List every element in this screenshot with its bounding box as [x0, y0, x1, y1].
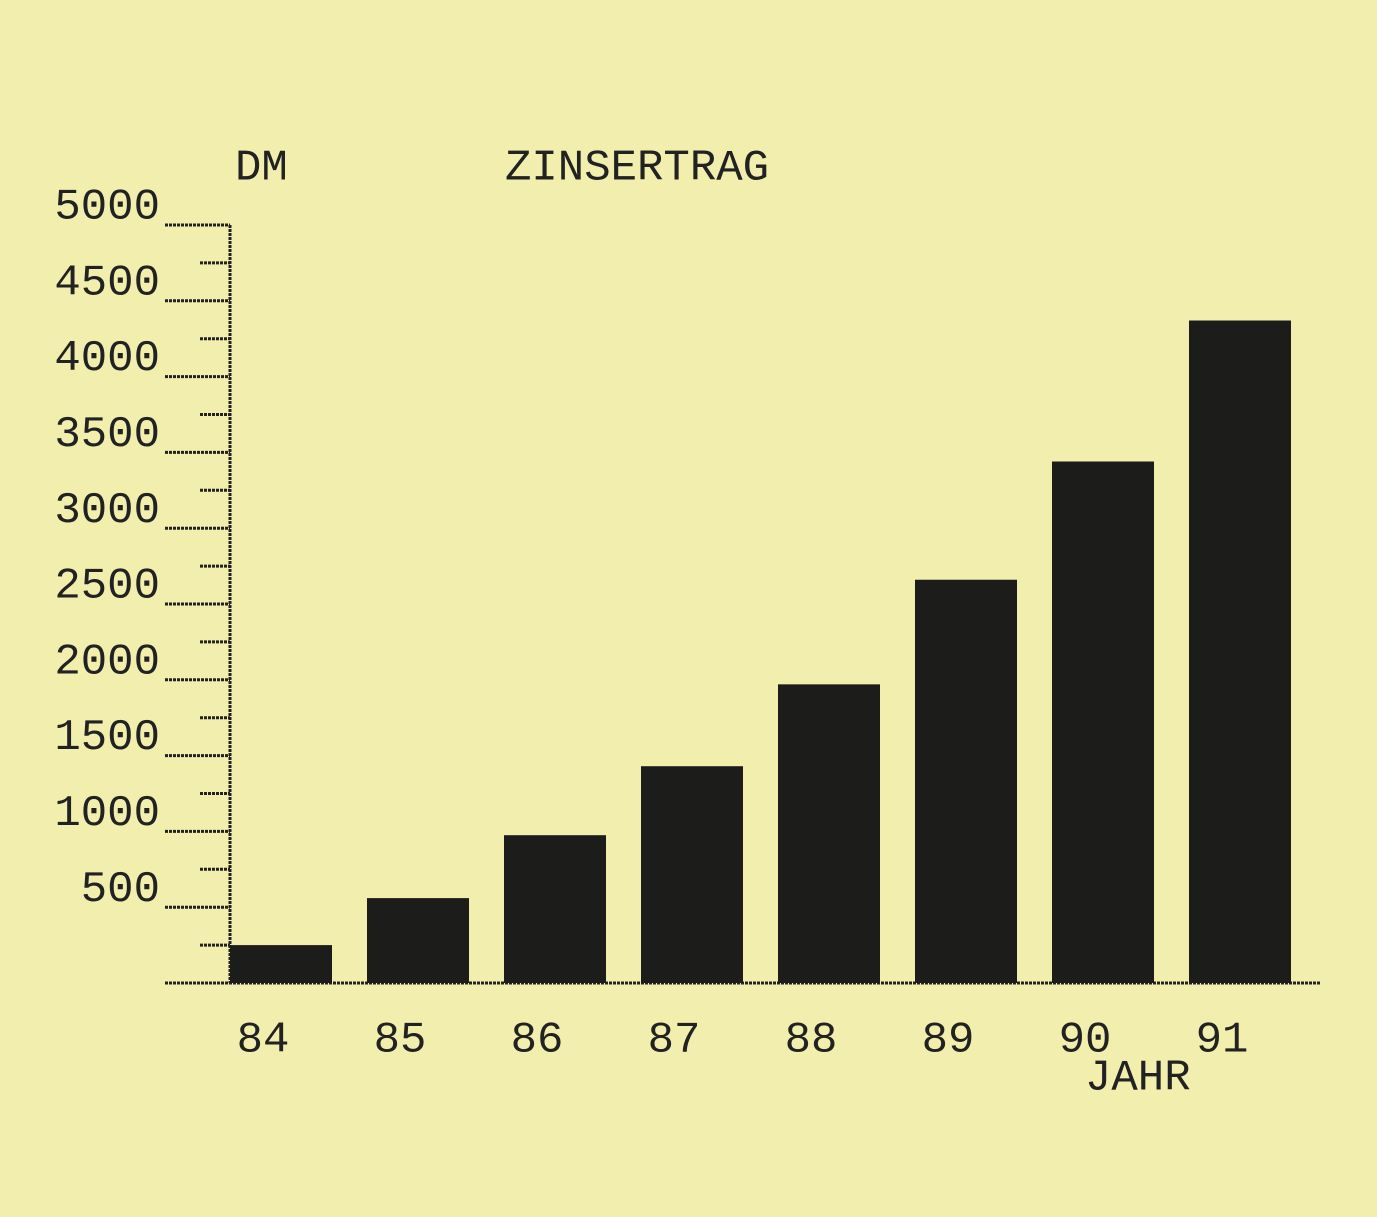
y-tick-label: 2500 — [54, 562, 160, 612]
x-tick-label: 84 — [237, 1016, 290, 1066]
y-tick-label: 1500 — [54, 713, 160, 763]
y-tick-label: 4500 — [54, 258, 160, 308]
x-tick-label: 87 — [648, 1016, 701, 1066]
x-axis-label: JAHR — [1085, 1054, 1191, 1104]
y-axis-label: DM — [235, 144, 288, 194]
bar — [778, 684, 880, 983]
x-tick-label: 85 — [374, 1016, 427, 1066]
bar — [915, 579, 1017, 983]
chart-title: ZINSERTRAG — [505, 144, 769, 194]
y-tick-label: 5000 — [54, 183, 160, 233]
y-tick-label: 2000 — [54, 637, 160, 687]
y-tick-label: 500 — [81, 865, 160, 915]
bar — [230, 945, 332, 983]
x-tick-label: 89 — [922, 1016, 975, 1066]
y-tick-label: 3000 — [54, 486, 160, 536]
bar — [1052, 461, 1154, 984]
y-tick-label: 1000 — [54, 789, 160, 839]
x-tick-label: 91 — [1196, 1016, 1249, 1066]
bar — [641, 766, 743, 983]
bar — [504, 835, 606, 983]
y-tick-label: 3500 — [54, 410, 160, 460]
y-tick-label: 4000 — [54, 334, 160, 384]
x-tick-label: 90 — [1059, 1016, 1112, 1066]
x-tick-label: 86 — [511, 1016, 564, 1066]
bar — [367, 898, 469, 983]
x-tick-label: 88 — [785, 1016, 838, 1066]
bar — [1189, 320, 1291, 983]
